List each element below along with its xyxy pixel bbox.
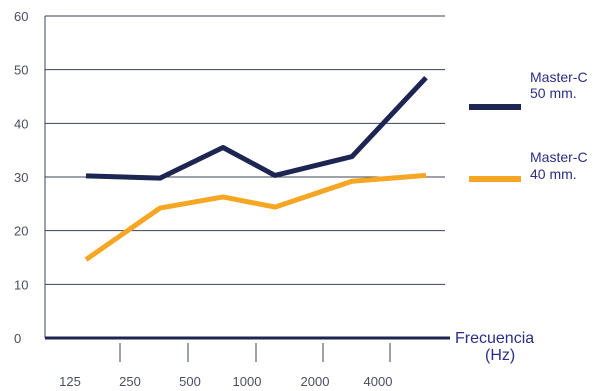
x-axis-label: Frecuencia bbox=[455, 330, 534, 347]
x-tick-labels: 125 250 500 1000 2000 4000 bbox=[59, 374, 392, 389]
legend-series-2-line2: 40 mm. bbox=[530, 166, 577, 182]
y-tick-label: 30 bbox=[14, 170, 28, 185]
series-line-2 bbox=[84, 172, 427, 262]
legend: Master-C 50 mm. Master-C 40 mm. bbox=[469, 69, 588, 182]
legend-series-2-line1: Master-C bbox=[530, 149, 588, 165]
legend-series-1-line1: Master-C bbox=[530, 69, 588, 85]
series-line-1 bbox=[85, 75, 428, 181]
y-tick-label: 0 bbox=[14, 331, 21, 346]
y-tick-labels: 0 10 20 30 40 50 60 bbox=[14, 9, 28, 346]
x-axis-unit: (Hz) bbox=[485, 347, 515, 364]
x-tick-label: 1000 bbox=[233, 374, 262, 389]
x-tick-label: 4000 bbox=[364, 374, 393, 389]
y-tick-label: 60 bbox=[14, 9, 28, 24]
series-lines bbox=[84, 75, 428, 262]
x-tick-label: 2000 bbox=[301, 374, 330, 389]
y-tick-label: 50 bbox=[14, 63, 28, 78]
x-tick-label: 250 bbox=[119, 374, 141, 389]
legend-series-1-line2: 50 mm. bbox=[530, 85, 577, 101]
x-tick-label: 500 bbox=[179, 374, 201, 389]
y-tick-label: 40 bbox=[14, 116, 28, 131]
x-tick-label: 125 bbox=[59, 374, 81, 389]
y-tick-label: 20 bbox=[14, 224, 28, 239]
y-tick-label: 10 bbox=[14, 277, 28, 292]
x-axis bbox=[45, 336, 450, 362]
